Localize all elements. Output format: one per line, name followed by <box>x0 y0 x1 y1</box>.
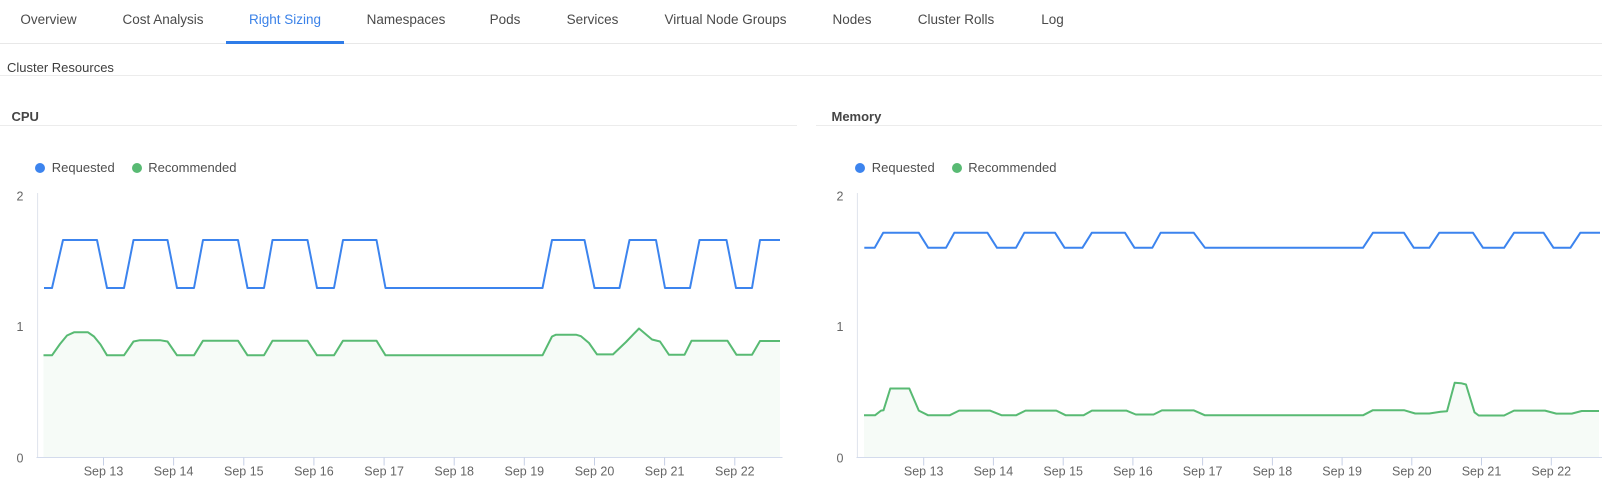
svg-text:Sep 22: Sep 22 <box>1531 465 1571 479</box>
svg-text:Sep 22: Sep 22 <box>715 465 755 479</box>
svg-text:Sep 13: Sep 13 <box>904 465 944 479</box>
svg-text:Sep 21: Sep 21 <box>1462 465 1502 479</box>
svg-text:Sep 17: Sep 17 <box>1183 465 1223 479</box>
svg-text:Sep 14: Sep 14 <box>154 465 194 479</box>
svg-text:Sep 20: Sep 20 <box>1392 465 1432 479</box>
svg-text:Sep 15: Sep 15 <box>1043 465 1083 479</box>
svg-text:Sep 16: Sep 16 <box>294 465 334 479</box>
svg-text:1: 1 <box>837 320 844 334</box>
svg-text:Sep 13: Sep 13 <box>84 465 124 479</box>
svg-text:0: 0 <box>837 452 844 466</box>
svg-text:Sep 18: Sep 18 <box>434 465 474 479</box>
svg-text:Sep 19: Sep 19 <box>1322 465 1362 479</box>
svg-text:Sep 18: Sep 18 <box>1253 465 1293 479</box>
svg-text:Sep 20: Sep 20 <box>575 465 615 479</box>
svg-text:Sep 14: Sep 14 <box>974 465 1014 479</box>
svg-text:1: 1 <box>17 320 24 334</box>
svg-text:2: 2 <box>837 190 844 204</box>
svg-text:0: 0 <box>17 452 24 466</box>
svg-text:Sep 15: Sep 15 <box>224 465 264 479</box>
svg-text:Sep 19: Sep 19 <box>504 465 544 479</box>
svg-text:Sep 17: Sep 17 <box>364 465 404 479</box>
svg-text:Sep 16: Sep 16 <box>1113 465 1153 479</box>
svg-text:2: 2 <box>17 190 24 204</box>
svg-text:Sep 21: Sep 21 <box>645 465 685 479</box>
